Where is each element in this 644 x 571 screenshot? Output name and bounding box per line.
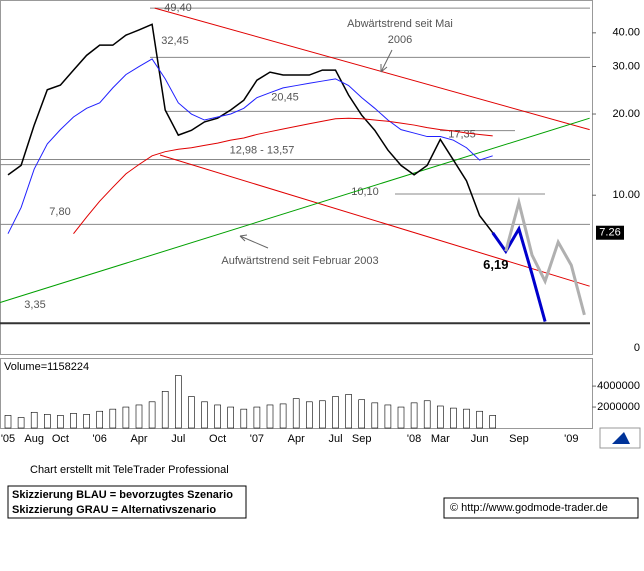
y-axis-note: 0 (634, 342, 640, 354)
x-tick-label: Sep (352, 433, 372, 445)
notes-box (7, 485, 247, 519)
bar (279, 403, 287, 429)
x-tick-label: Mar (431, 433, 450, 445)
x-tick-label: '05 (1, 433, 15, 445)
credit: Chart erstellt mit TeleTrader Profession… (30, 464, 229, 476)
level-label: 3,35 (24, 299, 45, 311)
volume-panel (0, 358, 593, 429)
bar (253, 406, 261, 429)
bar (423, 400, 431, 429)
source: © http://www.godmode-trader.de (450, 502, 608, 514)
bar (161, 391, 169, 429)
y-tick-label: 10.00 (612, 189, 640, 201)
arrow (380, 49, 393, 73)
x-tick-label: Oct (52, 433, 69, 445)
bar (436, 405, 444, 429)
bar (227, 406, 234, 429)
x-tick-label: Apr (130, 433, 147, 445)
bar (240, 408, 248, 429)
bar (214, 404, 221, 429)
series-line (504, 196, 586, 316)
x-tick-label: Jun (471, 433, 489, 445)
x-tick-label: Jul (171, 433, 185, 445)
bar (332, 396, 339, 429)
x-tick-label: Oct (209, 433, 226, 445)
x-tick-label: '07 (250, 433, 264, 445)
x-tick-label: '08 (407, 433, 421, 445)
bar (43, 414, 51, 429)
annotation: Aufwärtstrend seit Februar 2003 (221, 255, 378, 267)
y-tick-label: 4000000 (597, 380, 640, 392)
y-tick-label: 2000000 (597, 401, 640, 413)
series-line (7, 23, 494, 234)
y-tick-label: 20.00 (612, 108, 640, 120)
x-tick-label: Aug (24, 433, 44, 445)
bar (410, 402, 418, 429)
bar (4, 415, 12, 429)
bar (188, 396, 195, 429)
annotation: 2006 (388, 34, 412, 46)
bar (96, 410, 103, 429)
bar (463, 408, 470, 429)
icon (612, 432, 630, 444)
bar (384, 404, 392, 429)
bar (135, 404, 143, 429)
bar (319, 400, 326, 429)
bar (489, 415, 497, 429)
bar (476, 410, 483, 429)
bar (450, 407, 457, 429)
series-line (73, 117, 493, 234)
level-label: 20,45 (271, 91, 299, 103)
bar (17, 417, 25, 429)
level-label: 10,10 (351, 186, 379, 198)
x-tick-label: '06 (93, 433, 107, 445)
bar (371, 402, 379, 429)
bar (345, 394, 352, 429)
source-box (443, 497, 639, 519)
note: Skizzierung GRAU = Alternativszenario (12, 504, 216, 516)
bar (109, 408, 117, 429)
bar (148, 401, 156, 429)
x-tick-label: Sep (509, 433, 529, 445)
y-tick-label: 40.00 (612, 27, 640, 39)
annotation: Abwärtstrend seit Mai (347, 18, 453, 30)
level-label: 32,45 (161, 35, 189, 47)
bar (83, 414, 90, 429)
x-tick-label: Jul (328, 433, 342, 445)
bar (397, 406, 405, 429)
x-tick-label: Apr (288, 433, 305, 445)
note: Skizzierung BLAU = bevorzugtes Szenario (12, 489, 233, 501)
bar (122, 406, 130, 429)
y-tick-label: 30.00 (612, 60, 640, 72)
last-price-box (596, 225, 624, 240)
trend-line (0, 117, 590, 304)
level-label: 12,98 - 13,57 (230, 145, 295, 157)
bar (305, 401, 313, 429)
volume-title: Volume=1158224 (4, 361, 89, 373)
bar (358, 399, 366, 429)
level-label: 7,80 (49, 206, 70, 218)
bar (70, 413, 77, 429)
bar (201, 401, 208, 429)
level-label: 49,40 (164, 2, 192, 14)
trend-line (159, 154, 590, 287)
series-line (7, 58, 493, 234)
series-line (491, 225, 547, 322)
bar (292, 398, 300, 429)
trend-line (154, 7, 590, 131)
level-label: 17,35 (448, 129, 476, 141)
bar (57, 415, 64, 429)
x-tick-label: '09 (564, 433, 578, 445)
bar (30, 411, 38, 429)
data-label: 6,19 (483, 257, 508, 272)
bar (266, 404, 274, 429)
bar (175, 375, 182, 429)
arrow (239, 234, 269, 249)
price-panel (0, 0, 593, 355)
last-price-label: 7.26 (599, 227, 620, 239)
